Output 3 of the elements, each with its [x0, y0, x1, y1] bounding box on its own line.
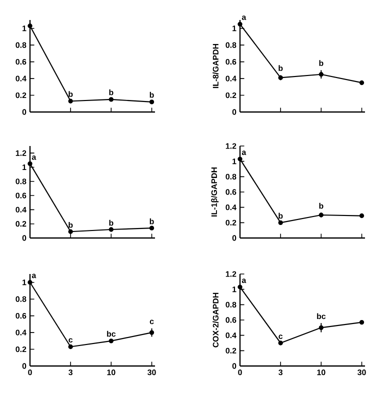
point — [318, 325, 324, 330]
point — [149, 330, 154, 335]
point — [318, 72, 324, 77]
